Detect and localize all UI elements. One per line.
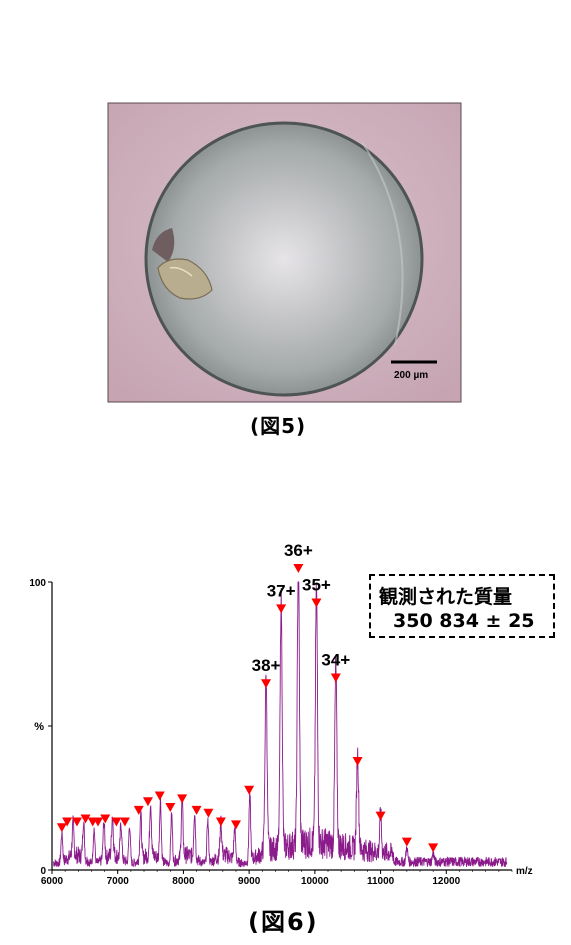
x-tick-label: 6000	[41, 876, 64, 887]
charge-label: 37+	[267, 581, 296, 600]
peak-marker	[100, 814, 111, 824]
charge-labels: 38+ 37+ 36+ 35+ 34+	[252, 541, 351, 675]
peak-marker	[375, 811, 386, 821]
peak-marker	[261, 679, 272, 689]
peak-marker	[203, 808, 214, 818]
peak-marker	[142, 797, 153, 807]
spectrum-trace	[52, 581, 508, 868]
peak-marker	[293, 564, 304, 573]
peak-marker	[119, 817, 130, 827]
peak-marker	[401, 837, 412, 847]
x-tick-label: 12000	[432, 876, 460, 887]
chart-axes: 0 100% 6000 7000 8000 9000 10000 11000 12000 m/z	[29, 578, 532, 887]
x-tick-label: 11000	[367, 876, 395, 887]
peak-marker	[111, 817, 122, 827]
peak-marker	[330, 673, 341, 683]
crystal-shadow	[152, 228, 175, 262]
observed-mass-title: 観測された質量	[379, 586, 513, 608]
peak-marker	[428, 843, 439, 853]
x-tick-label: 7000	[107, 876, 130, 887]
crystal	[157, 258, 213, 300]
peak-marker	[93, 817, 103, 827]
scale-bar-label: 200 µm	[394, 370, 428, 381]
peak-marker	[191, 805, 202, 815]
peak-markers	[56, 564, 439, 853]
peak-marker	[231, 820, 241, 830]
peak-marker	[56, 823, 67, 833]
peak-marker	[165, 803, 176, 813]
x-tick-label: 9000	[238, 876, 261, 887]
observed-mass-box: 観測された質量 350 834 ± 25	[369, 574, 555, 638]
peak-marker	[62, 817, 73, 827]
peak-marker	[311, 598, 322, 608]
peak-marker	[215, 817, 226, 827]
x-tick-label: 8000	[172, 876, 195, 887]
x-tick-label: 10000	[301, 876, 329, 887]
crystal-micrograph: 200 µm	[107, 102, 462, 403]
observed-mass-value: 350 834 ± 25	[393, 610, 535, 632]
peak-marker	[71, 817, 82, 827]
peak-marker	[80, 814, 91, 824]
y-tick-label: 0	[40, 866, 46, 877]
figure6-caption: (図6)	[248, 908, 319, 936]
spectrum-trace-group	[52, 581, 508, 868]
y-axis-label: %	[34, 721, 44, 733]
charge-label: 38+	[252, 656, 281, 675]
figure5-caption: (図5)	[250, 414, 307, 438]
peak-marker	[133, 805, 144, 815]
peak-marker	[352, 756, 363, 766]
y-tick-label: 100	[29, 578, 46, 589]
peak-marker	[177, 794, 188, 804]
charge-label: 36+	[284, 541, 313, 560]
peak-marker	[276, 604, 287, 614]
peak-marker	[244, 785, 255, 795]
charge-label: 35+	[302, 576, 331, 595]
peak-marker	[154, 791, 165, 801]
charge-label: 34+	[321, 650, 350, 669]
x-axis-label: m/z	[516, 866, 533, 877]
